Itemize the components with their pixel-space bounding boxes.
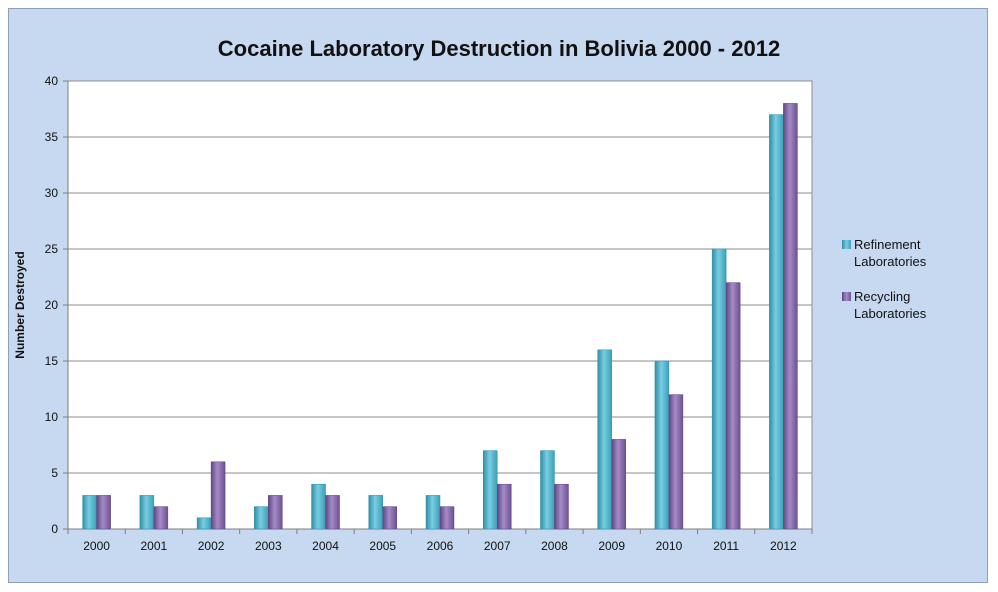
- bar-refinement-2000: [82, 495, 97, 530]
- y-tick-label: 35: [45, 130, 59, 144]
- bar-recycling-2002: [210, 461, 226, 530]
- chart-legend: Refinement Laboratories Recycling Labora…: [842, 236, 962, 340]
- y-tick-label: 40: [45, 74, 59, 88]
- bar-recycling-2012: [783, 103, 798, 530]
- y-tick-label: 0: [51, 522, 58, 536]
- bar-refinement-2012: [769, 114, 784, 530]
- x-tick-label: 2003: [255, 539, 282, 553]
- y-tick-label: 25: [45, 242, 59, 256]
- chart-title: Cocaine Laboratory Destruction in Bolivi…: [217, 36, 781, 61]
- bar-recycling-2009: [611, 439, 626, 530]
- bar-refinement-2007: [482, 450, 498, 530]
- x-tick-label: 2009: [598, 539, 625, 553]
- bar-refinement-2011: [711, 248, 727, 530]
- x-tick-label: 2006: [427, 539, 454, 553]
- legend-item-refinement: Refinement Laboratories: [842, 236, 962, 270]
- x-tick-label: 2001: [140, 539, 167, 553]
- y-tick-label: 15: [45, 354, 59, 368]
- x-tick-label: 2007: [484, 539, 511, 553]
- x-tick-label: 2011: [713, 539, 739, 553]
- bar-refinement-2010: [654, 360, 670, 530]
- bar-recycling-2011: [725, 282, 741, 530]
- legend-label-line: Recycling: [854, 289, 911, 304]
- y-tick-label: 10: [45, 410, 59, 424]
- bar-refinement-2004: [311, 483, 326, 530]
- x-tick-label: 2005: [369, 539, 396, 553]
- y-tick-label: 5: [51, 466, 58, 480]
- y-axis-label: Number Destroyed: [13, 251, 27, 358]
- bar-refinement-2005: [368, 495, 384, 530]
- legend-label-refinement: Refinement Laboratories: [854, 236, 926, 270]
- bar-refinement-2003: [254, 506, 269, 530]
- bar-recycling-2000: [96, 495, 111, 530]
- bar-recycling-2008: [554, 483, 569, 530]
- x-tick-label: 2012: [770, 539, 797, 553]
- bar-recycling-2003: [268, 495, 283, 530]
- bar-refinement-2001: [139, 495, 155, 530]
- bar-refinement-2006: [425, 495, 441, 530]
- x-tick-label: 2002: [198, 539, 225, 553]
- legend-label-line: Laboratories: [854, 306, 927, 321]
- bar-recycling-2006: [439, 506, 455, 530]
- y-tick-label: 30: [45, 186, 59, 200]
- bar-recycling-2010: [668, 394, 684, 530]
- x-tick-label: 2004: [312, 539, 339, 553]
- x-tick-label: 2010: [656, 539, 683, 553]
- x-tick-label: 2000: [83, 539, 110, 553]
- bar-refinement-2008: [540, 450, 555, 530]
- legend-swatch-refinement: [842, 240, 851, 249]
- legend-label-line: Refinement: [854, 237, 921, 252]
- bar-recycling-2004: [325, 495, 340, 530]
- legend-item-recycling: Recycling Laboratories: [842, 288, 962, 322]
- y-tick-label: 20: [45, 298, 59, 312]
- legend-label-recycling: Recycling Laboratories: [854, 288, 926, 322]
- legend-label-line: Laboratories: [854, 254, 927, 269]
- bar-refinement-2009: [597, 349, 612, 530]
- bar-recycling-2005: [382, 506, 398, 530]
- bar-recycling-2007: [496, 483, 512, 530]
- legend-swatch-recycling: [842, 292, 851, 301]
- bar-refinement-2002: [196, 517, 212, 530]
- bar-recycling-2001: [153, 506, 169, 530]
- x-tick-label: 2008: [541, 539, 568, 553]
